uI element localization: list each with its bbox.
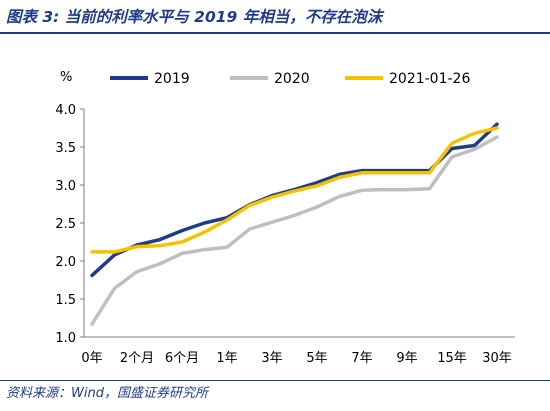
x-tick-label: 6个月 — [165, 351, 199, 366]
y-tick-label: 4.0 — [55, 103, 76, 118]
legend-label-2021-01-26: 2021-01-26 — [389, 71, 470, 87]
x-tick-label: 2个月 — [120, 351, 154, 366]
y-tick-label: 2.0 — [55, 255, 76, 270]
y-axis-ticks: 1.0 1.5 2.0 2.5 3.0 3.5 4.0 — [55, 103, 84, 346]
series-line-2019 — [90, 122, 499, 278]
legend: 2019 2020 2021-01-26 — [110, 71, 470, 87]
series-lines — [90, 122, 499, 326]
legend-label-2019: 2019 — [154, 71, 190, 87]
x-tick-label: 30年 — [482, 351, 512, 366]
title-divider — [0, 32, 550, 34]
y-tick-label: 3.5 — [55, 141, 76, 156]
x-tick-label: 15年 — [437, 351, 467, 366]
x-tick-label: 9年 — [396, 351, 417, 366]
legend-label-2020: 2020 — [274, 71, 310, 87]
figure-title: 图表 3: 当前的利率水平与 2019 年相当，不存在泡沫 — [6, 8, 383, 26]
source-divider — [0, 380, 550, 381]
x-tick-label: 3年 — [261, 351, 282, 366]
x-tick-label: 1年 — [216, 351, 237, 366]
y-tick-label: 2.5 — [55, 217, 76, 232]
y-axis-unit: % — [60, 70, 72, 85]
x-tick-label: 7年 — [351, 351, 372, 366]
series-line-2021-01-26 — [90, 126, 499, 254]
x-tick-label: 5年 — [306, 351, 327, 366]
y-tick-label: 1.0 — [55, 331, 76, 346]
y-tick-label: 1.5 — [55, 293, 76, 308]
series-line-2020 — [90, 135, 499, 326]
x-axis-ticks: 0年 2个月 6个月 1年 3年 5年 7年 9年 15年 30年 — [81, 351, 511, 366]
x-tick-label: 0年 — [81, 351, 102, 366]
source-note: 资料来源：Wind，国盛证券研究所 — [6, 386, 208, 401]
y-tick-label: 3.0 — [55, 179, 76, 194]
